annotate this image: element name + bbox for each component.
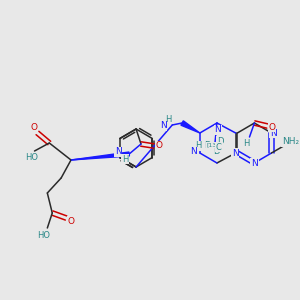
Text: HO: HO <box>25 154 38 163</box>
Text: D: D <box>204 142 210 151</box>
Text: N: N <box>190 148 197 157</box>
Text: H: H <box>243 140 250 148</box>
Text: N: N <box>251 158 258 167</box>
Text: O: O <box>269 122 276 131</box>
Text: H: H <box>122 154 128 164</box>
Text: C: C <box>216 142 222 152</box>
Text: N: N <box>214 125 221 134</box>
Text: NH₂: NH₂ <box>282 137 299 146</box>
Text: D: D <box>213 146 219 155</box>
Text: O: O <box>30 124 37 133</box>
Text: H: H <box>165 115 172 124</box>
Text: N: N <box>160 122 167 130</box>
Text: N: N <box>115 148 122 157</box>
Polygon shape <box>71 152 129 160</box>
Text: O: O <box>68 217 74 226</box>
Text: [13]: [13] <box>207 142 219 148</box>
Text: O: O <box>155 142 162 151</box>
Text: H: H <box>195 142 201 151</box>
Text: HO: HO <box>37 232 50 241</box>
Text: N: N <box>232 148 239 158</box>
Text: D: D <box>217 136 223 146</box>
Text: N: N <box>270 128 277 137</box>
Polygon shape <box>181 121 200 133</box>
